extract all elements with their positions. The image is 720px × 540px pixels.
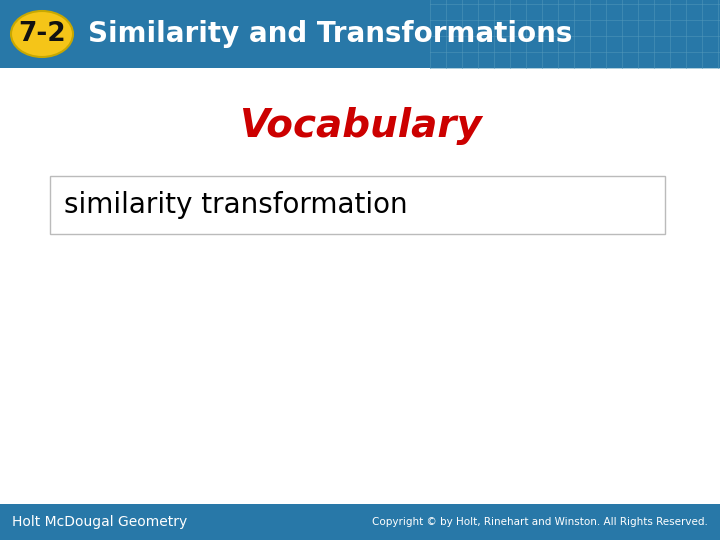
- Text: Holt McDougal Geometry: Holt McDougal Geometry: [12, 515, 187, 529]
- Text: 7-2: 7-2: [18, 21, 66, 47]
- Ellipse shape: [11, 11, 73, 57]
- Bar: [0, 0, 720, 68]
- Text: Similarity and Transformations: Similarity and Transformations: [88, 20, 572, 48]
- Text: similarity transformation: similarity transformation: [64, 191, 408, 219]
- Bar: [50, 176, 665, 234]
- Text: Copyright © by Holt, Rinehart and Winston. All Rights Reserved.: Copyright © by Holt, Rinehart and Winsto…: [372, 517, 708, 527]
- Bar: [0, 504, 720, 540]
- Text: Vocabulary: Vocabulary: [238, 107, 482, 145]
